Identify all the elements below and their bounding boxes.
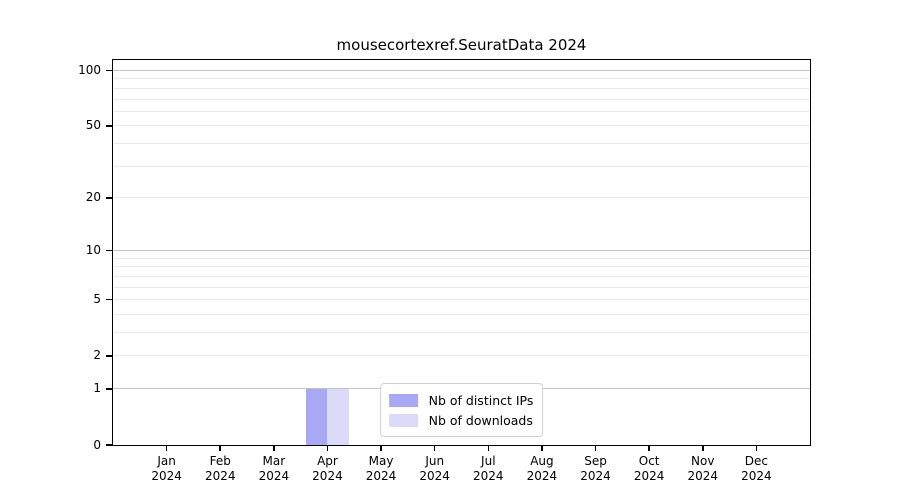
x-tick-year: 2024	[633, 469, 665, 483]
minor-gridline	[113, 143, 810, 145]
x-axis-tick-label: Aug 2024	[510, 454, 574, 484]
major-gridline	[113, 70, 810, 72]
x-tick-month: Aug	[530, 454, 554, 468]
x-tick-month: Oct	[638, 454, 660, 468]
x-axis-tick-label: Oct 2024	[617, 454, 681, 484]
legend-swatch	[388, 393, 418, 407]
x-tick-month: Jan	[157, 454, 176, 468]
legend: Nb of distinct IPs Nb of downloads	[379, 383, 544, 437]
y-axis-tick-label: 10	[85, 242, 101, 257]
minor-gridline	[113, 332, 810, 334]
minor-gridline	[113, 286, 810, 288]
legend-swatch	[388, 413, 418, 427]
y-axis-tick-label: 2	[93, 348, 101, 363]
minor-gridline	[113, 98, 810, 100]
legend-label: Nb of downloads	[428, 412, 533, 428]
x-tick-month: May	[368, 454, 394, 468]
x-axis-tick	[755, 445, 758, 451]
x-axis-tick-label: May 2024	[349, 454, 413, 484]
x-tick-month: Dec	[744, 454, 768, 468]
x-axis-tick	[380, 445, 382, 451]
minor-gridline	[113, 87, 810, 89]
y-axis-tick-label: 50	[85, 118, 101, 133]
x-tick-year: 2024	[365, 469, 397, 483]
x-tick-year: 2024	[526, 469, 558, 483]
minor-gridline	[113, 125, 810, 127]
major-gridline	[113, 249, 810, 251]
x-tick-month: Mar	[262, 454, 286, 468]
x-axis-tick-label: Jun 2024	[403, 454, 467, 484]
y-axis-tick-label: 5	[93, 292, 101, 307]
x-tick-month: Apr	[317, 454, 338, 468]
x-axis-tick	[326, 445, 329, 451]
x-axis-tick-label: Dec 2024	[724, 454, 788, 484]
chart-title: mousecortexref.SeuratData 2024	[336, 36, 587, 54]
y-axis-tick-label: 0	[93, 437, 101, 452]
y-axis-tick-label: 20	[85, 190, 101, 205]
x-axis-tick	[648, 445, 650, 451]
minor-gridline	[113, 197, 810, 199]
y-axis-tick	[106, 197, 112, 199]
x-tick-month: Jul	[481, 454, 496, 468]
x-tick-year: 2024	[580, 469, 611, 483]
x-tick-month: Nov	[691, 454, 715, 468]
x-tick-year: 2024	[473, 469, 504, 483]
minor-gridline	[113, 299, 810, 301]
y-axis-tick	[106, 249, 112, 252]
y-axis-tick-label: 100	[78, 63, 101, 78]
x-axis-tick-label: Nov 2024	[671, 454, 735, 484]
minor-gridline	[113, 266, 810, 268]
minor-gridline	[113, 110, 810, 112]
y-axis-tick	[106, 388, 112, 390]
x-tick-month: Sep	[584, 454, 607, 468]
bar-distinct-ips	[305, 388, 328, 445]
x-axis-tick-label: Apr 2024	[295, 454, 359, 484]
minor-gridline	[113, 355, 810, 357]
minor-gridline	[113, 257, 810, 259]
x-axis-tick	[433, 445, 436, 451]
y-axis-tick-label: 1	[93, 381, 101, 396]
x-tick-year: 2024	[741, 469, 772, 483]
legend-item: Nb of downloads	[388, 410, 534, 430]
bar-downloads	[327, 388, 350, 445]
legend-label: Nb of distinct IPs	[428, 392, 534, 408]
plot-area: Nb of distinct IPs Nb of downloads 0 1 2 5 10…	[78, 59, 811, 483]
x-tick-year: 2024	[312, 469, 343, 483]
y-axis-tick	[106, 298, 112, 301]
x-axis-tick	[273, 445, 275, 451]
x-axis-tick-label: Jul 2024	[456, 454, 520, 484]
x-tick-year: 2024	[687, 469, 719, 483]
x-tick-year: 2024	[204, 469, 236, 483]
minor-gridline	[113, 165, 810, 167]
x-axis-tick	[594, 445, 597, 451]
y-axis-tick	[106, 69, 112, 72]
x-axis-tick-label: Jan 2024	[135, 454, 199, 484]
x-axis-tick	[219, 445, 221, 451]
minor-gridline	[113, 313, 810, 315]
x-tick-year: 2024	[419, 469, 450, 483]
x-tick-year: 2024	[151, 469, 182, 483]
x-tick-year: 2024	[258, 469, 290, 483]
x-axis-tick	[702, 445, 704, 451]
x-tick-month: Feb	[209, 454, 231, 468]
legend-item: Nb of distinct IPs	[388, 390, 534, 410]
minor-gridline	[113, 275, 810, 277]
x-axis-tick-label: Feb 2024	[188, 454, 252, 484]
x-axis-tick	[541, 445, 543, 451]
y-axis-tick	[106, 355, 112, 357]
y-axis-tick	[106, 444, 112, 446]
x-axis-tick-label: Sep 2024	[564, 454, 628, 484]
x-axis-tick-label: Mar 2024	[242, 454, 306, 484]
x-axis-tick	[487, 445, 490, 451]
minor-gridline	[113, 78, 810, 80]
x-tick-month: Jun	[425, 454, 445, 468]
x-axis-tick	[165, 445, 168, 451]
y-axis-tick	[106, 125, 112, 127]
